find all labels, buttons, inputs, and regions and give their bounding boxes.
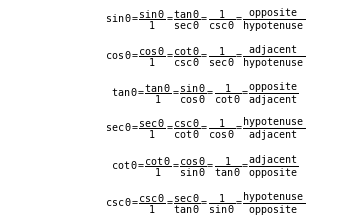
Text: $\csc\Theta = \dfrac{\csc\Theta}{1} = \dfrac{\sec\Theta}{\tan\Theta} = \dfrac{1}: $\csc\Theta = \dfrac{\csc\Theta}{1} = \d… xyxy=(104,191,305,218)
Text: $\sec\Theta = \dfrac{\sec\Theta}{1} = \dfrac{\csc\Theta}{\cot\Theta} = \dfrac{1}: $\sec\Theta = \dfrac{\sec\Theta}{1} = \d… xyxy=(104,116,305,143)
Text: $\tan\Theta = \dfrac{\tan\Theta}{1} = \dfrac{\sin\Theta}{\cos\Theta} = \dfrac{1}: $\tan\Theta = \dfrac{\tan\Theta}{1} = \d… xyxy=(110,81,299,108)
Text: $\cot\Theta = \dfrac{\cot\Theta}{1} = \dfrac{\cos\Theta}{\sin\Theta} = \dfrac{1}: $\cot\Theta = \dfrac{\cot\Theta}{1} = \d… xyxy=(110,154,299,181)
Text: $\sin\Theta = \dfrac{\sin\Theta}{1} = \dfrac{\tan\Theta}{\sec\Theta} = \dfrac{1}: $\sin\Theta = \dfrac{\sin\Theta}{1} = \d… xyxy=(104,7,305,34)
Text: $\cos\Theta = \dfrac{\cos\Theta}{1} = \dfrac{\cot\Theta}{\csc\Theta} = \dfrac{1}: $\cos\Theta = \dfrac{\cos\Theta}{1} = \d… xyxy=(104,44,305,71)
